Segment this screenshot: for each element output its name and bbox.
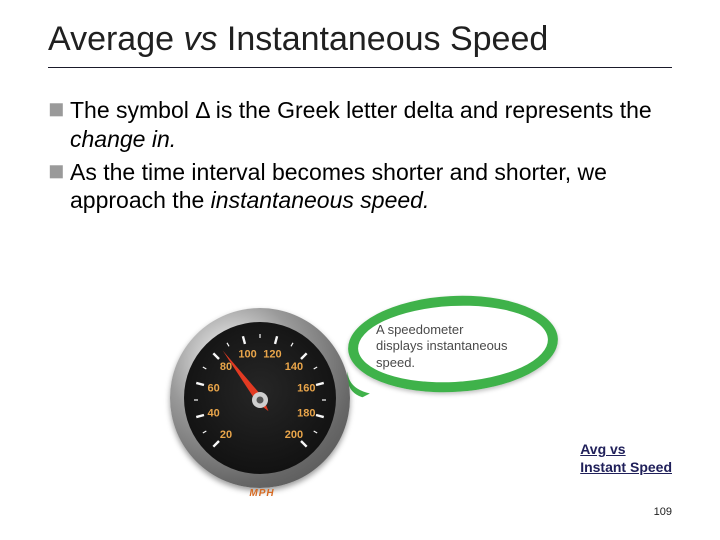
gauge-unit-label: MPH [249,488,274,499]
callout-text: A speedometer displays instantaneous spe… [376,322,536,371]
bullet-1-em: change in. [70,126,176,152]
callout-line3: speed. [376,355,415,370]
bullet-2-em: instantaneous speed. [211,187,430,213]
page-number: 109 [654,506,672,518]
speedometer-gauge: 2040 6080 100 120 140 160 180 200 MPH [162,304,362,504]
svg-text:180: 180 [297,407,315,419]
body-text: ◼ The symbol Δ is the Greek letter delta… [48,96,672,215]
svg-text:160: 160 [297,383,315,395]
bullet-mark-icon: ◼ [48,96,70,154]
link-line2: Instant Speed [580,459,672,475]
callout-line2: displays instantaneous [376,338,508,353]
svg-text:20: 20 [220,429,232,441]
bullet-2-text: As the time interval becomes shorter and… [70,158,672,216]
gauge-face: 2040 6080 100 120 140 160 180 200 [184,322,336,474]
gauge-dial: 2040 6080 100 120 140 160 180 200 [184,322,336,474]
bullet-2: ◼ As the time interval becomes shorter a… [48,158,672,216]
slide-title: Average vs Instantaneous Speed [48,14,672,68]
svg-text:140: 140 [285,361,303,373]
svg-text:60: 60 [208,383,220,395]
bullet-mark-icon: ◼ [48,158,70,216]
title-pre: Average [48,20,183,58]
title-vs: vs [183,20,217,58]
svg-text:200: 200 [285,429,303,441]
svg-text:80: 80 [220,361,232,373]
bullet-1-pre: The symbol Δ is the Greek letter delta a… [70,97,652,123]
slide: Average vs Instantaneous Speed ◼ The sym… [0,0,720,540]
title-post: Instantaneous Speed [217,20,548,58]
svg-text:100: 100 [238,349,256,361]
callout-line1: A speedometer [376,322,463,337]
avg-vs-instant-link[interactable]: Avg vs Instant Speed [580,441,672,476]
link-line1: Avg vs [580,441,625,457]
svg-text:40: 40 [208,407,220,419]
bullet-1: ◼ The symbol Δ is the Greek letter delta… [48,96,672,154]
bullet-1-text: The symbol Δ is the Greek letter delta a… [70,96,672,154]
svg-text:120: 120 [263,349,281,361]
speedometer-figure: A speedometer displays instantaneous spe… [162,296,562,496]
